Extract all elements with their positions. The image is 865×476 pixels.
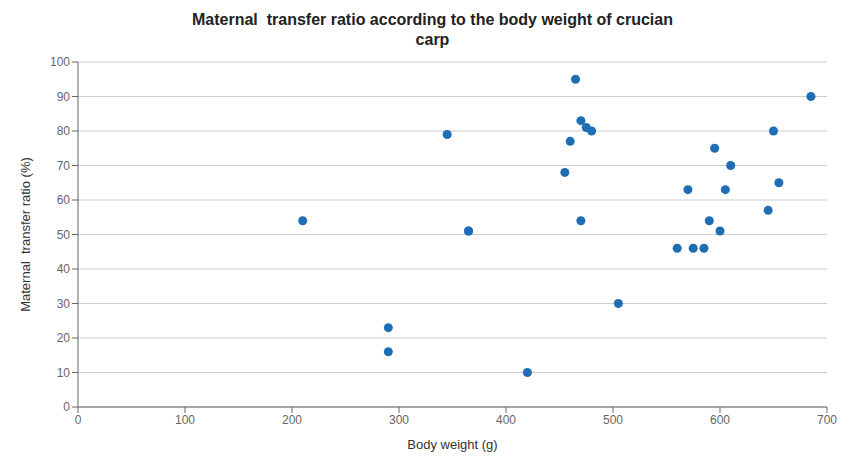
svg-text:400: 400 [496,413,516,427]
svg-text:100: 100 [175,413,195,427]
html-text:Maternal transfer ratio accord: Maternal transfer ratio according to the… [192,11,673,48]
svg-text:40: 40 [57,262,71,276]
svg-text:0: 0 [63,400,70,414]
svg-text:700: 700 [817,413,837,427]
svg-text:50: 50 [57,228,71,242]
svg-text:60: 60 [57,193,71,207]
svg-text:20: 20 [57,331,71,345]
svg-text:100: 100 [50,55,70,69]
svg-text:200: 200 [282,413,302,427]
svg-text:30: 30 [57,297,71,311]
svg-text:80: 80 [57,124,71,138]
svg-text:500: 500 [603,413,623,427]
svg-text:70: 70 [57,159,71,173]
svg-text:90: 90 [57,90,71,104]
svg-text:0: 0 [75,413,82,427]
svg-text:600: 600 [710,413,730,427]
svg-text:Maternal transfer ratio (%): Maternal transfer ratio (%) [18,157,33,312]
svg-text:300: 300 [389,413,409,427]
svg-text:10: 10 [57,366,71,380]
svg-text:Body weight (g): Body weight (g) [407,437,497,452]
